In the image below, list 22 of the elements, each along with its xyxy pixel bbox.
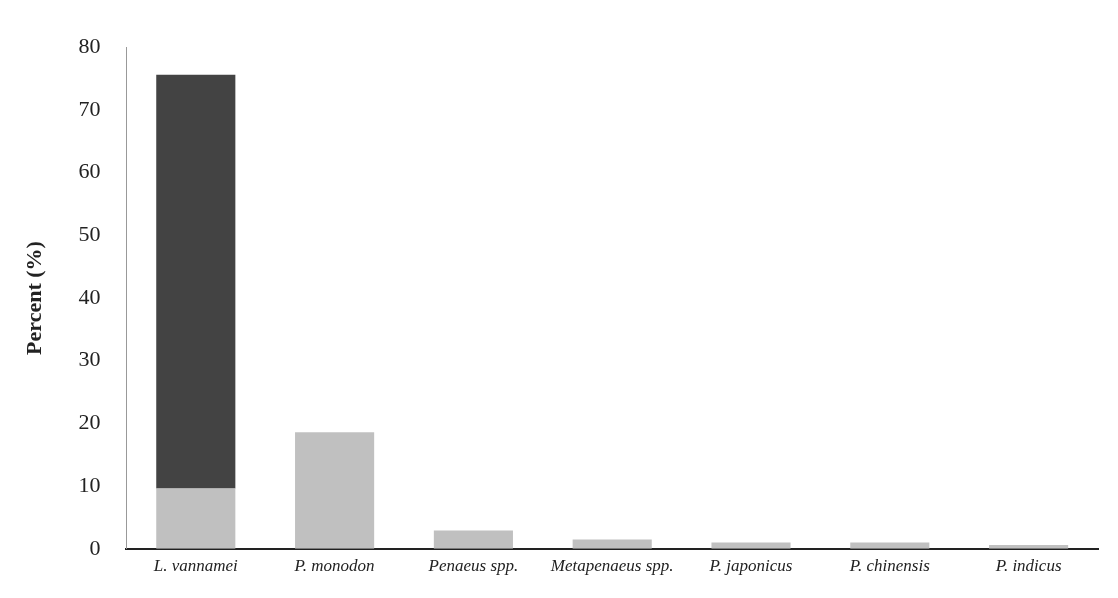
y-axis-title: Percent (%) <box>20 241 46 355</box>
y-tick-label: 10 <box>78 471 101 497</box>
x-tick-label: Metapenaeus spp. <box>549 556 674 576</box>
bar <box>156 74 236 489</box>
x-tick-label: Penaeus spp. <box>427 556 519 576</box>
x-tick-label: P. chinensis <box>848 556 931 576</box>
y-tick-label: 80 <box>78 32 101 58</box>
y-tick-label: 60 <box>78 158 101 184</box>
x-tick-label: P. japonicus <box>708 556 793 576</box>
bar <box>433 530 513 549</box>
x-tick-label: P. monodon <box>293 556 375 576</box>
x-tick-label: L. vannamei <box>152 556 239 576</box>
bar <box>156 488 236 549</box>
bar <box>295 432 375 549</box>
y-tick-label: 70 <box>78 95 101 121</box>
x-tick-label: P. indicus <box>994 556 1062 576</box>
bar <box>572 539 652 549</box>
y-tick-label: 20 <box>78 409 101 435</box>
y-tick-label: 40 <box>78 283 101 309</box>
y-tick-label: 50 <box>78 221 101 247</box>
y-tick-label: 30 <box>78 346 101 372</box>
y-tick-label: 0 <box>89 534 101 560</box>
